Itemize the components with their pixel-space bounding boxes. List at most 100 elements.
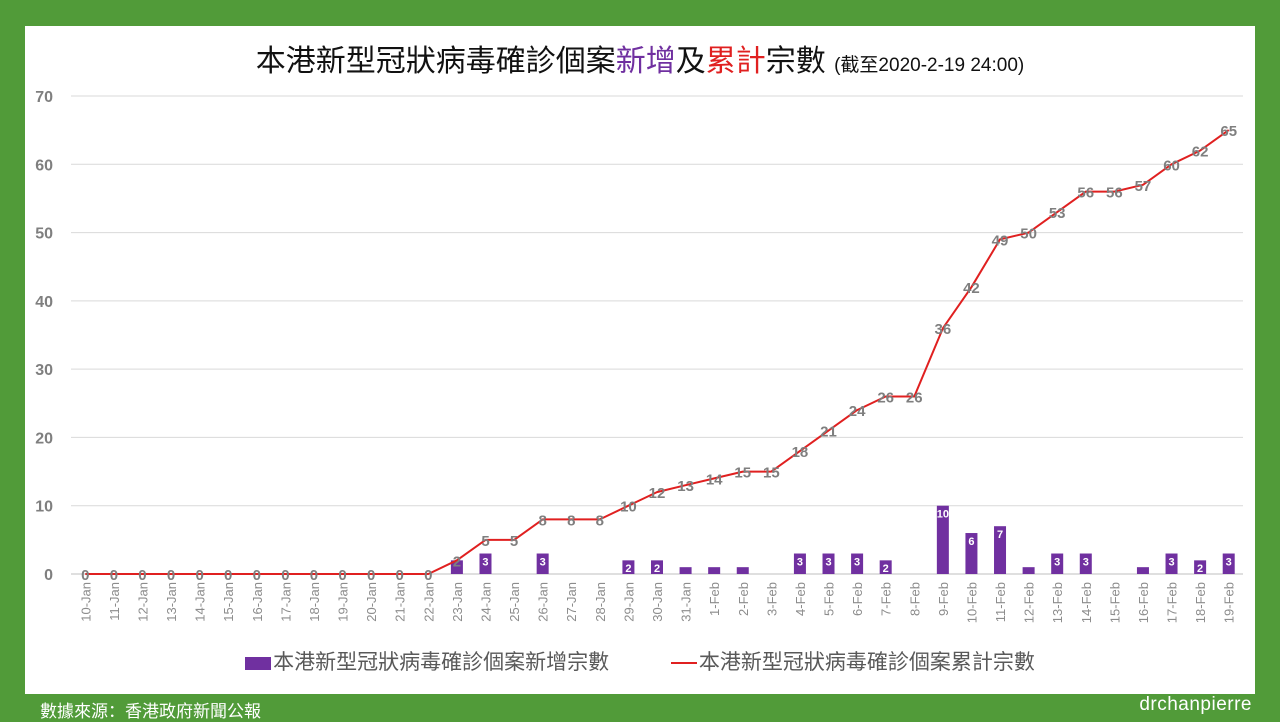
line-point-label: 12 xyxy=(649,485,666,502)
bar xyxy=(1136,567,1149,574)
line-point-label: 2 xyxy=(453,553,461,570)
author-credit: drchanpierre xyxy=(1139,694,1252,715)
x-tick-label: 14-Jan xyxy=(193,582,208,622)
bar xyxy=(936,505,949,574)
title-part1: 本港新型冠狀病毒確診個案 xyxy=(255,45,616,78)
y-tick-label: 10 xyxy=(35,499,53,516)
x-tick-label: 29-Jan xyxy=(621,582,636,622)
chart-panel xyxy=(25,26,1255,694)
bar xyxy=(1194,560,1207,574)
line-point-label: 15 xyxy=(734,465,751,482)
bar xyxy=(965,533,978,574)
chart-title: 本港新型冠狀病毒確診個案新增及累計宗數 (截至2020-2-19 24:00) xyxy=(0,36,1280,80)
bar-label: 3 xyxy=(1083,557,1089,569)
line-point-label: 0 xyxy=(110,567,118,584)
line-point-label: 0 xyxy=(338,567,346,584)
bar-label: 3 xyxy=(854,557,860,569)
x-tick-label: 4-Feb xyxy=(793,582,808,616)
bar xyxy=(879,560,892,574)
line-point-label: 18 xyxy=(792,444,809,461)
x-tick-label: 28-Jan xyxy=(593,582,608,622)
x-tick-label: 25-Jan xyxy=(507,582,522,622)
x-tick-label: 10-Feb xyxy=(964,582,979,623)
bar xyxy=(1165,553,1178,574)
x-tick-label: 31-Jan xyxy=(679,582,694,622)
legend-item-new: 本港新型冠狀病毒確診個案新增宗數 xyxy=(245,646,609,676)
y-tick-label: 20 xyxy=(35,430,53,447)
bar-labels: 3 3 2 2 3 3 3 2 10 6 7 3 3 3 2 3 xyxy=(482,509,1231,575)
line-point-label: 26 xyxy=(906,389,923,406)
legend-bar-label: 本港新型冠狀病毒確診個案新增宗數 xyxy=(273,651,610,674)
x-axis: 10-Jan 11-Jan 12-Jan 13-Jan 14-Jan 15-Jan 16-J… xyxy=(78,582,1236,623)
bar-label: 2 xyxy=(654,563,660,575)
line-point-label: 0 xyxy=(81,567,89,584)
line-point-label: 60 xyxy=(1163,157,1180,174)
x-tick-label: 27-Jan xyxy=(564,582,579,622)
bar xyxy=(793,553,806,574)
x-tick-label: 16-Jan xyxy=(250,582,265,622)
bar-label: 3 xyxy=(1226,557,1232,569)
x-tick-label: 24-Jan xyxy=(478,582,493,622)
bar xyxy=(994,526,1007,574)
line-point-label: 8 xyxy=(567,512,575,529)
line-point-label: 62 xyxy=(1192,144,1209,161)
line-point-label: 49 xyxy=(992,232,1009,249)
line-point-label: 26 xyxy=(877,389,894,406)
bar-label: 2 xyxy=(1197,563,1203,575)
bar xyxy=(1222,553,1235,574)
bar-label: 3 xyxy=(540,557,546,569)
x-tick-label: 21-Jan xyxy=(393,582,408,622)
line-point-label: 0 xyxy=(367,567,375,584)
bar xyxy=(1051,553,1064,574)
legend-line-swatch xyxy=(670,662,697,665)
line-point-label: 8 xyxy=(596,512,604,529)
x-tick-label: 23-Jan xyxy=(450,582,465,622)
x-tick-label: 15-Feb xyxy=(1107,582,1122,623)
line-point-label: 13 xyxy=(677,478,694,495)
line-point-label: 21 xyxy=(820,424,837,441)
title-new: 新增 xyxy=(615,45,676,78)
bar xyxy=(822,553,835,574)
bar-label: 7 xyxy=(997,529,1003,541)
line-point-label: 0 xyxy=(167,567,175,584)
line-point-label: 10 xyxy=(620,499,637,516)
x-tick-label: 19-Jan xyxy=(336,582,351,622)
line-point-label: 36 xyxy=(935,321,952,338)
x-tick-label: 14-Feb xyxy=(1079,582,1094,623)
x-tick-label: 11-Feb xyxy=(993,582,1008,622)
y-tick-label: 50 xyxy=(35,226,53,243)
x-tick-label: 22-Jan xyxy=(421,582,436,622)
x-tick-label: 2-Feb xyxy=(736,582,751,616)
bar-label: 6 xyxy=(968,536,974,548)
bar xyxy=(708,567,721,574)
y-tick-label: 70 xyxy=(35,89,53,106)
y-tick-label: 60 xyxy=(35,157,53,174)
y-tick-label: 0 xyxy=(44,567,53,584)
data-source: 數據來源：香港政府新聞公報 xyxy=(40,702,261,721)
line-point-label: 57 xyxy=(1135,178,1152,195)
line-point-label: 0 xyxy=(310,567,318,584)
line-point-label: 0 xyxy=(138,567,146,584)
bar-label: 2 xyxy=(625,563,631,575)
line-point-label: 0 xyxy=(253,567,261,584)
gridlines xyxy=(71,95,1243,575)
x-tick-label: 16-Feb xyxy=(1136,582,1151,623)
bar xyxy=(736,567,749,574)
bar xyxy=(622,560,635,574)
bar-label: 3 xyxy=(797,557,803,569)
bar-label: 2 xyxy=(883,563,889,575)
x-tick-label: 12-Feb xyxy=(1022,582,1037,623)
x-tick-label: 13-Feb xyxy=(1050,582,1065,623)
x-tick-label: 30-Jan xyxy=(650,582,665,622)
x-tick-label: 17-Feb xyxy=(1165,582,1180,623)
line-point-label: 56 xyxy=(1106,185,1123,202)
bar xyxy=(536,553,549,574)
line-point-label: 14 xyxy=(706,471,723,488)
line-series xyxy=(85,129,1230,575)
line-point-label: 42 xyxy=(963,280,980,297)
legend-line-label: 本港新型冠狀病毒確診個案累計宗數 xyxy=(698,651,1035,674)
legend-item-cumulative: 本港新型冠狀病毒確診個案累計宗數 xyxy=(670,646,1035,676)
title-cumulative: 累計 xyxy=(705,45,766,78)
title-note: (截至2020-2-19 24:00) xyxy=(834,55,1025,76)
